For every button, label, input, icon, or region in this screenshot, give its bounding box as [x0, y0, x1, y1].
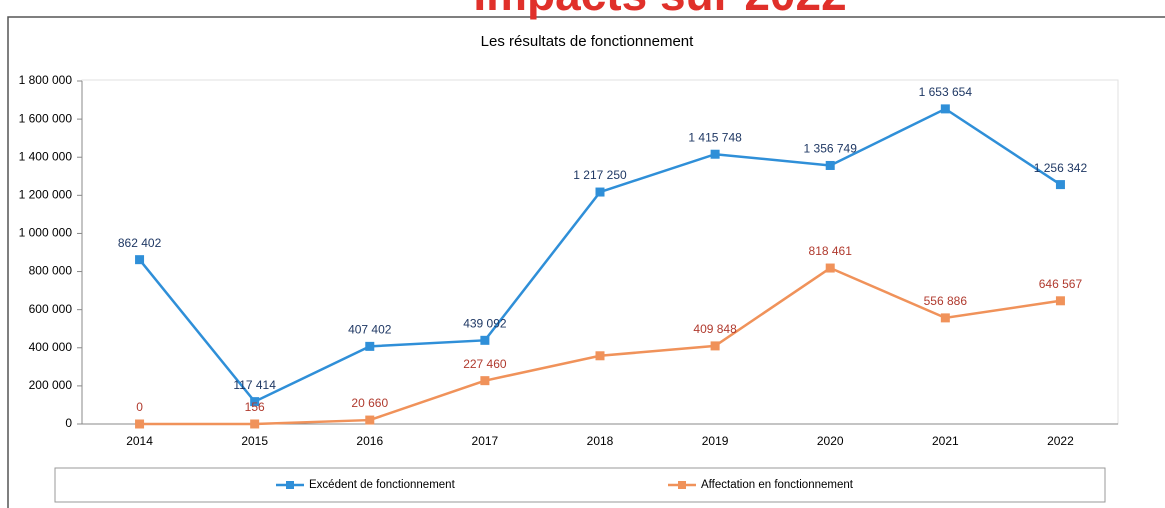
x-tick-label: 2021: [932, 434, 959, 448]
point-marker: [1055, 296, 1065, 306]
y-tick-label: 1 600 000: [19, 111, 73, 125]
point-marker: [250, 397, 260, 407]
x-tick-label: 2014: [126, 434, 153, 448]
data-label: 1 356 749: [804, 142, 858, 156]
y-tick-label: 600 000: [29, 302, 73, 316]
data-label: 156: [245, 400, 265, 414]
data-label: 407 402: [348, 323, 392, 337]
data-label: 0: [136, 400, 143, 414]
point-marker: [250, 419, 260, 429]
x-tick-label: 2016: [356, 434, 383, 448]
frame: [7, 16, 1165, 508]
data-label: 556 886: [924, 294, 968, 308]
point-marker: [595, 351, 605, 361]
y-tick-label: 1 000 000: [19, 226, 73, 240]
data-label: 409 848: [693, 322, 737, 336]
y-tick-label: 200 000: [29, 378, 73, 392]
point-marker: [1055, 180, 1065, 190]
legend-marker: [286, 481, 294, 489]
y-tick-label: 1 800 000: [19, 73, 73, 87]
x-tick-label: 2022: [1047, 434, 1074, 448]
data-label: 818 461: [809, 244, 853, 258]
y-tick-label: 1 200 000: [19, 188, 73, 202]
data-label: 227 460: [463, 357, 507, 371]
x-tick-label: 2020: [817, 434, 844, 448]
y-tick-label: 1 400 000: [19, 149, 73, 163]
point-marker: [595, 187, 605, 197]
legend-label: Excédent de fonctionnement: [309, 479, 456, 491]
y-tick-label: 800 000: [29, 264, 73, 278]
point-marker: [135, 255, 145, 265]
point-marker: [135, 419, 145, 429]
point-marker: [365, 415, 375, 425]
data-label: 1 653 654: [919, 85, 973, 99]
data-label: 646 567: [1039, 277, 1083, 291]
legend: [54, 467, 1106, 503]
point-marker: [825, 263, 835, 273]
data-label: 862 402: [118, 236, 162, 250]
point-marker: [480, 376, 490, 386]
x-tick-label: 2015: [241, 434, 268, 448]
x-tick-label: 2018: [587, 434, 614, 448]
legend-label: Affectation en fonctionnement: [701, 479, 854, 491]
point-marker: [825, 160, 835, 170]
data-label: 1 415 748: [688, 130, 742, 144]
point-marker: [710, 149, 720, 159]
data-label: 1 256 342: [1034, 161, 1088, 175]
point-marker: [940, 313, 950, 323]
point-marker: [365, 341, 375, 351]
data-label: 20 660: [351, 396, 388, 410]
point-marker: [480, 335, 490, 345]
data-label: 439 092: [463, 317, 507, 331]
point-marker: [710, 341, 720, 351]
y-tick-label: 400 000: [29, 340, 73, 354]
x-tick-label: 2019: [702, 434, 729, 448]
page-title: Impacts sur 2022: [473, 0, 846, 20]
point-marker: [940, 104, 950, 114]
y-tick-label: 0: [65, 416, 72, 430]
x-tick-label: 2017: [472, 434, 499, 448]
legend-marker: [678, 481, 686, 489]
data-label: 1 217 250: [573, 168, 627, 182]
chart-title: Les résultats de fonctionnement: [481, 33, 694, 50]
data-label: 117 414: [233, 378, 276, 392]
